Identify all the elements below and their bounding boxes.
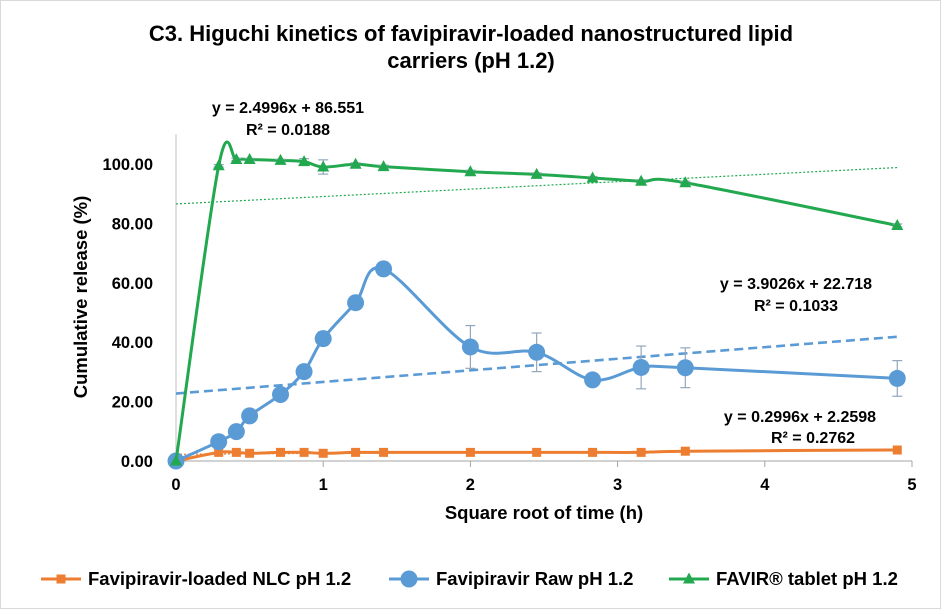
data-point-favir-tablet-4 (274, 153, 287, 165)
legend-label-raw: Favipiravir Raw pH 1.2 (436, 568, 634, 589)
data-point-raw-4 (272, 385, 290, 403)
trendline-r2-raw: R² = 0.1033 (753, 298, 839, 315)
data-point-favir-tablet-6 (317, 160, 330, 172)
data-point-nlc-12 (636, 447, 646, 457)
series-nlc (171, 445, 902, 466)
x-tick-label: 4 (760, 476, 770, 494)
data-point-favir-tablet-3 (243, 153, 256, 165)
series-favir-tablet (170, 140, 904, 466)
data-point-favir-tablet-11 (586, 171, 599, 183)
trendline-equation-favir-tablet: y = 2.4996x + 86.551 (211, 100, 365, 117)
data-point-raw-10 (528, 343, 546, 361)
data-point-favir-tablet-8 (377, 160, 390, 172)
data-point-nlc-11 (588, 447, 598, 457)
data-point-favir-tablet-14 (891, 218, 904, 230)
data-point-raw-8 (375, 260, 393, 278)
legend-swatch-nlc (41, 574, 81, 584)
legend-label-nlc: Favipiravir-loaded NLC pH 1.2 (88, 568, 352, 589)
y-axis-title: Cumulative release (%) (70, 195, 91, 399)
data-point-nlc-13 (680, 446, 690, 456)
x-tick-label: 0 (171, 476, 180, 494)
data-point-raw-3 (241, 407, 259, 425)
x-axis-title: Square root of time (h) (444, 502, 644, 523)
data-point-raw-14 (888, 369, 906, 387)
trendline-r2-nlc: R² = 0.2762 (770, 430, 856, 447)
y-tick-label: 80.00 (112, 215, 153, 233)
series-line-nlc (174, 448, 899, 463)
x-tick-label: 5 (907, 476, 916, 494)
data-point-nlc-7 (351, 447, 361, 457)
y-tick-label: 100.00 (103, 156, 153, 174)
trendline-favir-tablet (175, 166, 898, 205)
legend-item-nlc: Favipiravir-loaded NLC pH 1.2 (39, 568, 351, 590)
data-point-nlc-6 (318, 448, 328, 458)
data-point-favir-tablet-1 (212, 159, 225, 171)
data-point-raw-9 (461, 338, 479, 356)
data-point-raw-7 (347, 294, 365, 312)
data-point-raw-12 (632, 358, 650, 376)
x-tick-label: 3 (613, 476, 622, 494)
trendline-equation-raw: y = 3.9026x + 22.718 (719, 276, 873, 293)
legend-circle-marker-icon (400, 570, 418, 588)
data-point-raw-13 (676, 359, 694, 377)
data-point-raw-6 (314, 330, 332, 348)
data-point-favir-tablet-12 (635, 174, 648, 186)
data-point-favir-tablet-2 (230, 153, 243, 165)
data-point-favir-tablet-7 (349, 157, 362, 169)
chart-title: C3. Higuchi kinetics of favipiravir-load… (148, 21, 794, 73)
data-point-favir-tablet-5 (298, 155, 311, 167)
data-point-raw-5 (295, 363, 313, 381)
data-point-nlc-10 (532, 447, 542, 457)
legend-label-favir-tablet: FAVIR® tablet pH 1.2 (716, 568, 898, 589)
data-point-favir-tablet-10 (530, 167, 543, 179)
y-tick-label: 0.00 (121, 453, 153, 471)
legend-swatch-raw (389, 570, 429, 588)
y-tick-label: 60.00 (112, 275, 153, 293)
data-point-nlc-8 (379, 447, 389, 457)
data-point-favir-tablet-0 (170, 454, 182, 466)
data-point-nlc-3 (245, 448, 255, 458)
trendline-raw (175, 335, 898, 395)
legend-square-marker-icon (56, 574, 66, 584)
x-tick-label: 1 (319, 476, 328, 494)
data-point-raw-11 (584, 371, 602, 389)
data-point-nlc-4 (276, 447, 286, 457)
data-point-nlc-5 (299, 447, 309, 457)
y-tick-label: 40.00 (112, 334, 153, 352)
legend-item-raw: Favipiravir Raw pH 1.2 (387, 568, 633, 590)
trendline-equation-nlc: y = 0.2996x + 2.2598 (723, 409, 877, 426)
legend-swatch-favir-tablet (669, 572, 709, 584)
data-point-favir-tablet-13 (679, 176, 692, 188)
data-point-raw-2 (227, 423, 245, 441)
data-point-nlc-9 (465, 447, 475, 457)
data-point-favir-tablet-9 (464, 165, 477, 177)
legend-triangle-marker-icon (683, 572, 695, 584)
data-point-nlc-2 (231, 447, 241, 457)
data-point-nlc-1 (214, 447, 224, 457)
axes: 0 1 2 3 4 5 0.00 20.00 40.00 60.00 80.00 100.00 (103, 134, 917, 494)
series-raw (167, 260, 906, 470)
data-point-raw-1 (210, 433, 228, 451)
y-tick-label: 20.00 (112, 394, 153, 412)
legend-item-favir-tablet: FAVIR® tablet pH 1.2 (667, 568, 898, 590)
trendline-r2-favir-tablet: R² = 0.0188 (245, 122, 331, 139)
data-point-nlc-14 (892, 445, 902, 455)
x-tick-label: 2 (466, 476, 475, 494)
